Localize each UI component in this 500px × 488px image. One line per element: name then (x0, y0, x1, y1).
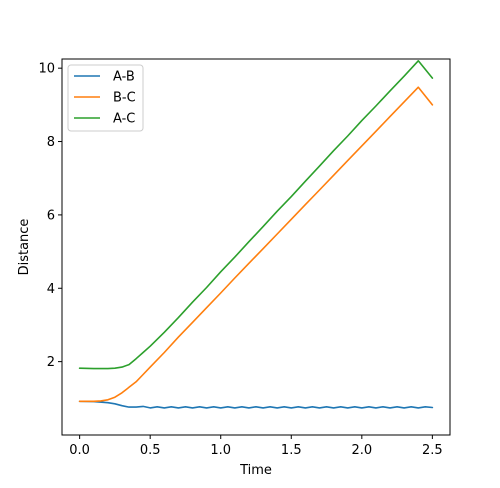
y-axis: 2 4 6 8 10 (38, 62, 62, 370)
legend-items: A-B B-C A-C (74, 70, 136, 127)
x-axis: 0.0 0.5 1.0 1.5 2.0 2.5 (69, 435, 443, 458)
x-tick-label: 0.0 (69, 443, 90, 458)
legend-box (67, 64, 144, 132)
legend-label-a-b: A-B (113, 70, 135, 85)
y-tick-label: 6 (47, 208, 55, 223)
y-tick-label: 4 (47, 282, 55, 297)
series-line-b-c (78, 86, 434, 403)
series-layer (78, 59, 434, 409)
x-tick-label: 1.0 (210, 443, 231, 458)
y-axis-label: Distance (17, 219, 32, 276)
series-line-a-c (78, 59, 434, 370)
legend-label-b-c: B-C (113, 91, 136, 106)
legend: A-B B-C A-C (67, 64, 144, 132)
series-line-a-b (78, 400, 434, 409)
plot-frame (61, 58, 451, 436)
y-tick-label: 10 (38, 62, 55, 77)
x-tick-label: 0.5 (140, 443, 161, 458)
x-axis-label: Time (239, 463, 272, 478)
x-tick-label: 2.5 (422, 443, 443, 458)
y-tick-label: 2 (47, 355, 55, 370)
y-tick-label: 8 (47, 135, 55, 150)
x-tick-label: 2.0 (351, 443, 372, 458)
legend-label-a-c: A-C (113, 112, 135, 127)
x-tick-label: 1.5 (281, 443, 302, 458)
